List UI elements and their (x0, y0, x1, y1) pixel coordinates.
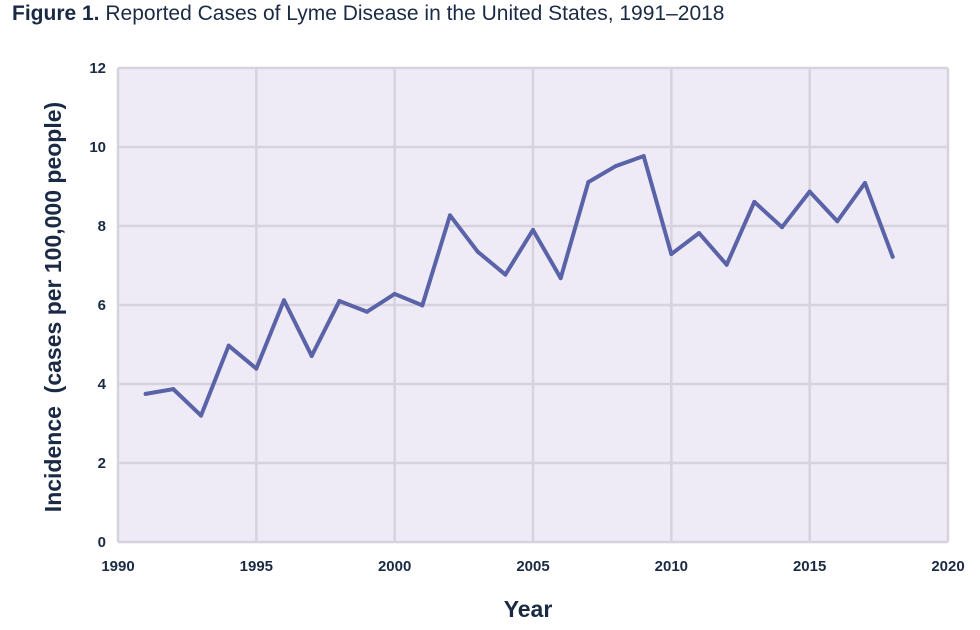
data-point-2010 (669, 252, 674, 257)
data-point-2002 (448, 213, 452, 218)
data-point-2015 (807, 189, 812, 194)
data-point-2009 (641, 154, 646, 159)
data-point-2001 (420, 303, 425, 308)
data-point-2008 (614, 163, 618, 168)
data-point-1997 (309, 353, 314, 358)
data-point-2005 (531, 227, 535, 232)
series-line-lyme-incidence (143, 154, 895, 418)
figure-label: Figure 1. (12, 2, 100, 25)
data-point-1999 (365, 309, 369, 314)
data-point-2004 (503, 272, 508, 277)
data-point-1991 (143, 391, 148, 396)
data-point-1993 (199, 413, 203, 418)
x-tick-label: 2020 (931, 558, 964, 575)
y-tick-label: 6 (98, 297, 106, 314)
grid-lines (116, 66, 950, 544)
data-point-2018 (890, 254, 895, 259)
data-point-1995 (254, 366, 259, 371)
x-axis-ticks: 1990 1995 2000 2005 2010 2015 2020 (101, 558, 964, 575)
data-point-2013 (752, 199, 757, 204)
y-tick-label: 0 (98, 534, 106, 551)
data-point-1996 (282, 298, 286, 303)
x-axis-title: Year (504, 596, 553, 622)
y-tick-label: 8 (98, 218, 106, 235)
y-tick-label: 4 (98, 376, 107, 393)
x-tick-label: 1995 (240, 558, 273, 575)
x-tick-label: 2000 (378, 558, 411, 575)
x-tick-label: 2015 (793, 558, 826, 575)
data-point-2000 (392, 291, 397, 296)
data-point-2014 (780, 225, 784, 230)
data-point-2007 (586, 180, 591, 185)
x-tick-label: 1990 (101, 558, 134, 575)
y-tick-label: 12 (89, 60, 106, 77)
x-tick-label: 2010 (655, 558, 688, 575)
figure-title-text: Reported Cases of Lyme Disease in the Un… (105, 2, 725, 25)
data-point-2006 (558, 276, 563, 281)
x-tick-label: 2005 (516, 558, 549, 575)
y-tick-label: 10 (89, 139, 106, 156)
data-point-2016 (835, 219, 840, 224)
data-point-1992 (171, 387, 176, 392)
data-point-2012 (724, 262, 729, 267)
y-axis-title: Incidence (cases per 100,000 people) (40, 102, 66, 512)
data-point-1998 (337, 299, 342, 304)
y-axis-ticks: 0 2 4 6 8 10 12 (89, 60, 106, 551)
figure-title: Figure 1. Reported Cases of Lyme Disease… (12, 2, 724, 26)
data-points (143, 154, 895, 418)
y-tick-label: 2 (98, 455, 106, 472)
data-point-2017 (863, 180, 867, 185)
data-point-2003 (475, 249, 480, 254)
data-point-1994 (226, 343, 231, 348)
data-point-2011 (697, 231, 701, 236)
